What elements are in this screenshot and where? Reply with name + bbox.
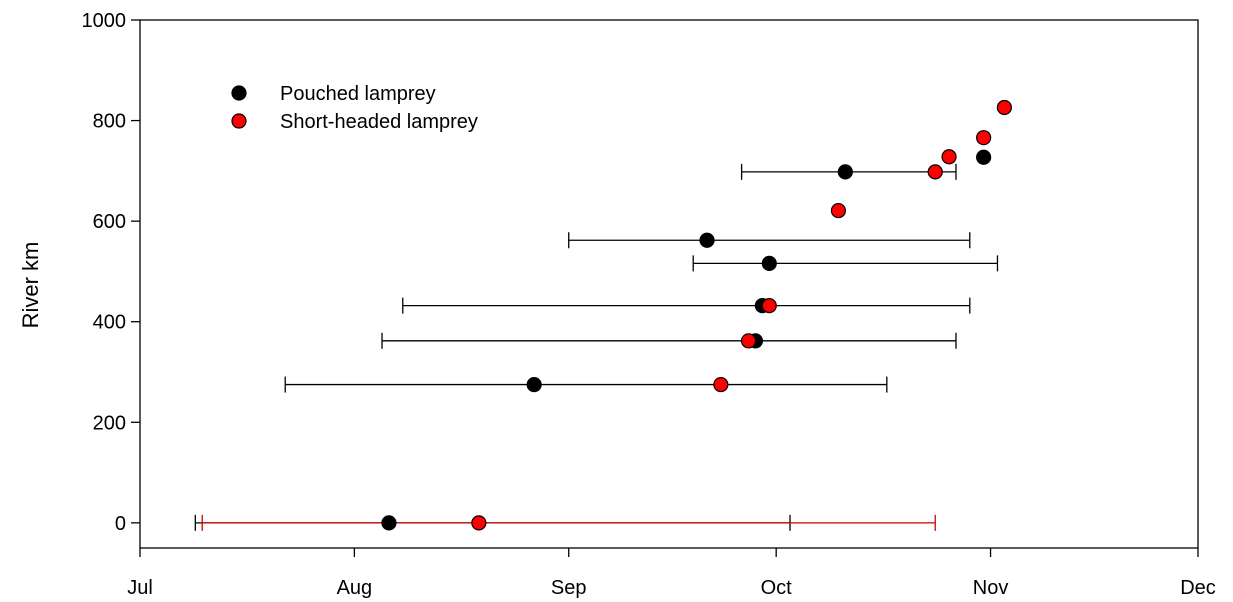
- legend-marker: [231, 113, 247, 129]
- data-point-short-headed: [927, 164, 943, 180]
- x-tick-label: Sep: [551, 577, 587, 599]
- data-point-short-headed: [996, 99, 1012, 116]
- y-tick-label: 200: [93, 412, 126, 434]
- y-tick-label: 400: [93, 312, 126, 334]
- x-tick-label: Nov: [973, 577, 1009, 599]
- data-point-short-headed: [976, 130, 992, 146]
- data-point-short-headed: [830, 202, 847, 219]
- legend-marker: [231, 85, 247, 101]
- data-point-short-headed: [740, 333, 757, 349]
- data-point-short-headed: [471, 515, 487, 531]
- x-tick-label: Aug: [337, 577, 373, 599]
- legend-label: Pouched lamprey: [280, 83, 436, 105]
- y-tick-label: 800: [93, 111, 126, 133]
- data-point-short-headed: [941, 149, 957, 165]
- legend-label: Short-headed lamprey: [280, 111, 478, 133]
- y-tick-label: 0: [115, 513, 126, 535]
- data-point-pouched: [761, 255, 777, 271]
- y-axis-title: River km: [18, 242, 43, 329]
- data-point-short-headed: [713, 376, 729, 393]
- plot-area-frame: [139, 19, 1199, 549]
- y-tick-label: 600: [93, 211, 126, 233]
- x-tick-label: Oct: [761, 577, 793, 599]
- y-tick-label: 1000: [82, 10, 127, 32]
- data-point-pouched: [699, 232, 715, 248]
- data-point-pouched: [381, 515, 397, 531]
- data-point-short-headed: [761, 298, 777, 314]
- data-point-pouched: [526, 376, 542, 393]
- x-tick-label: Dec: [1180, 577, 1216, 599]
- x-tick-label: Jul: [127, 577, 153, 599]
- data-point-pouched: [976, 149, 992, 165]
- data-point-pouched: [837, 164, 853, 180]
